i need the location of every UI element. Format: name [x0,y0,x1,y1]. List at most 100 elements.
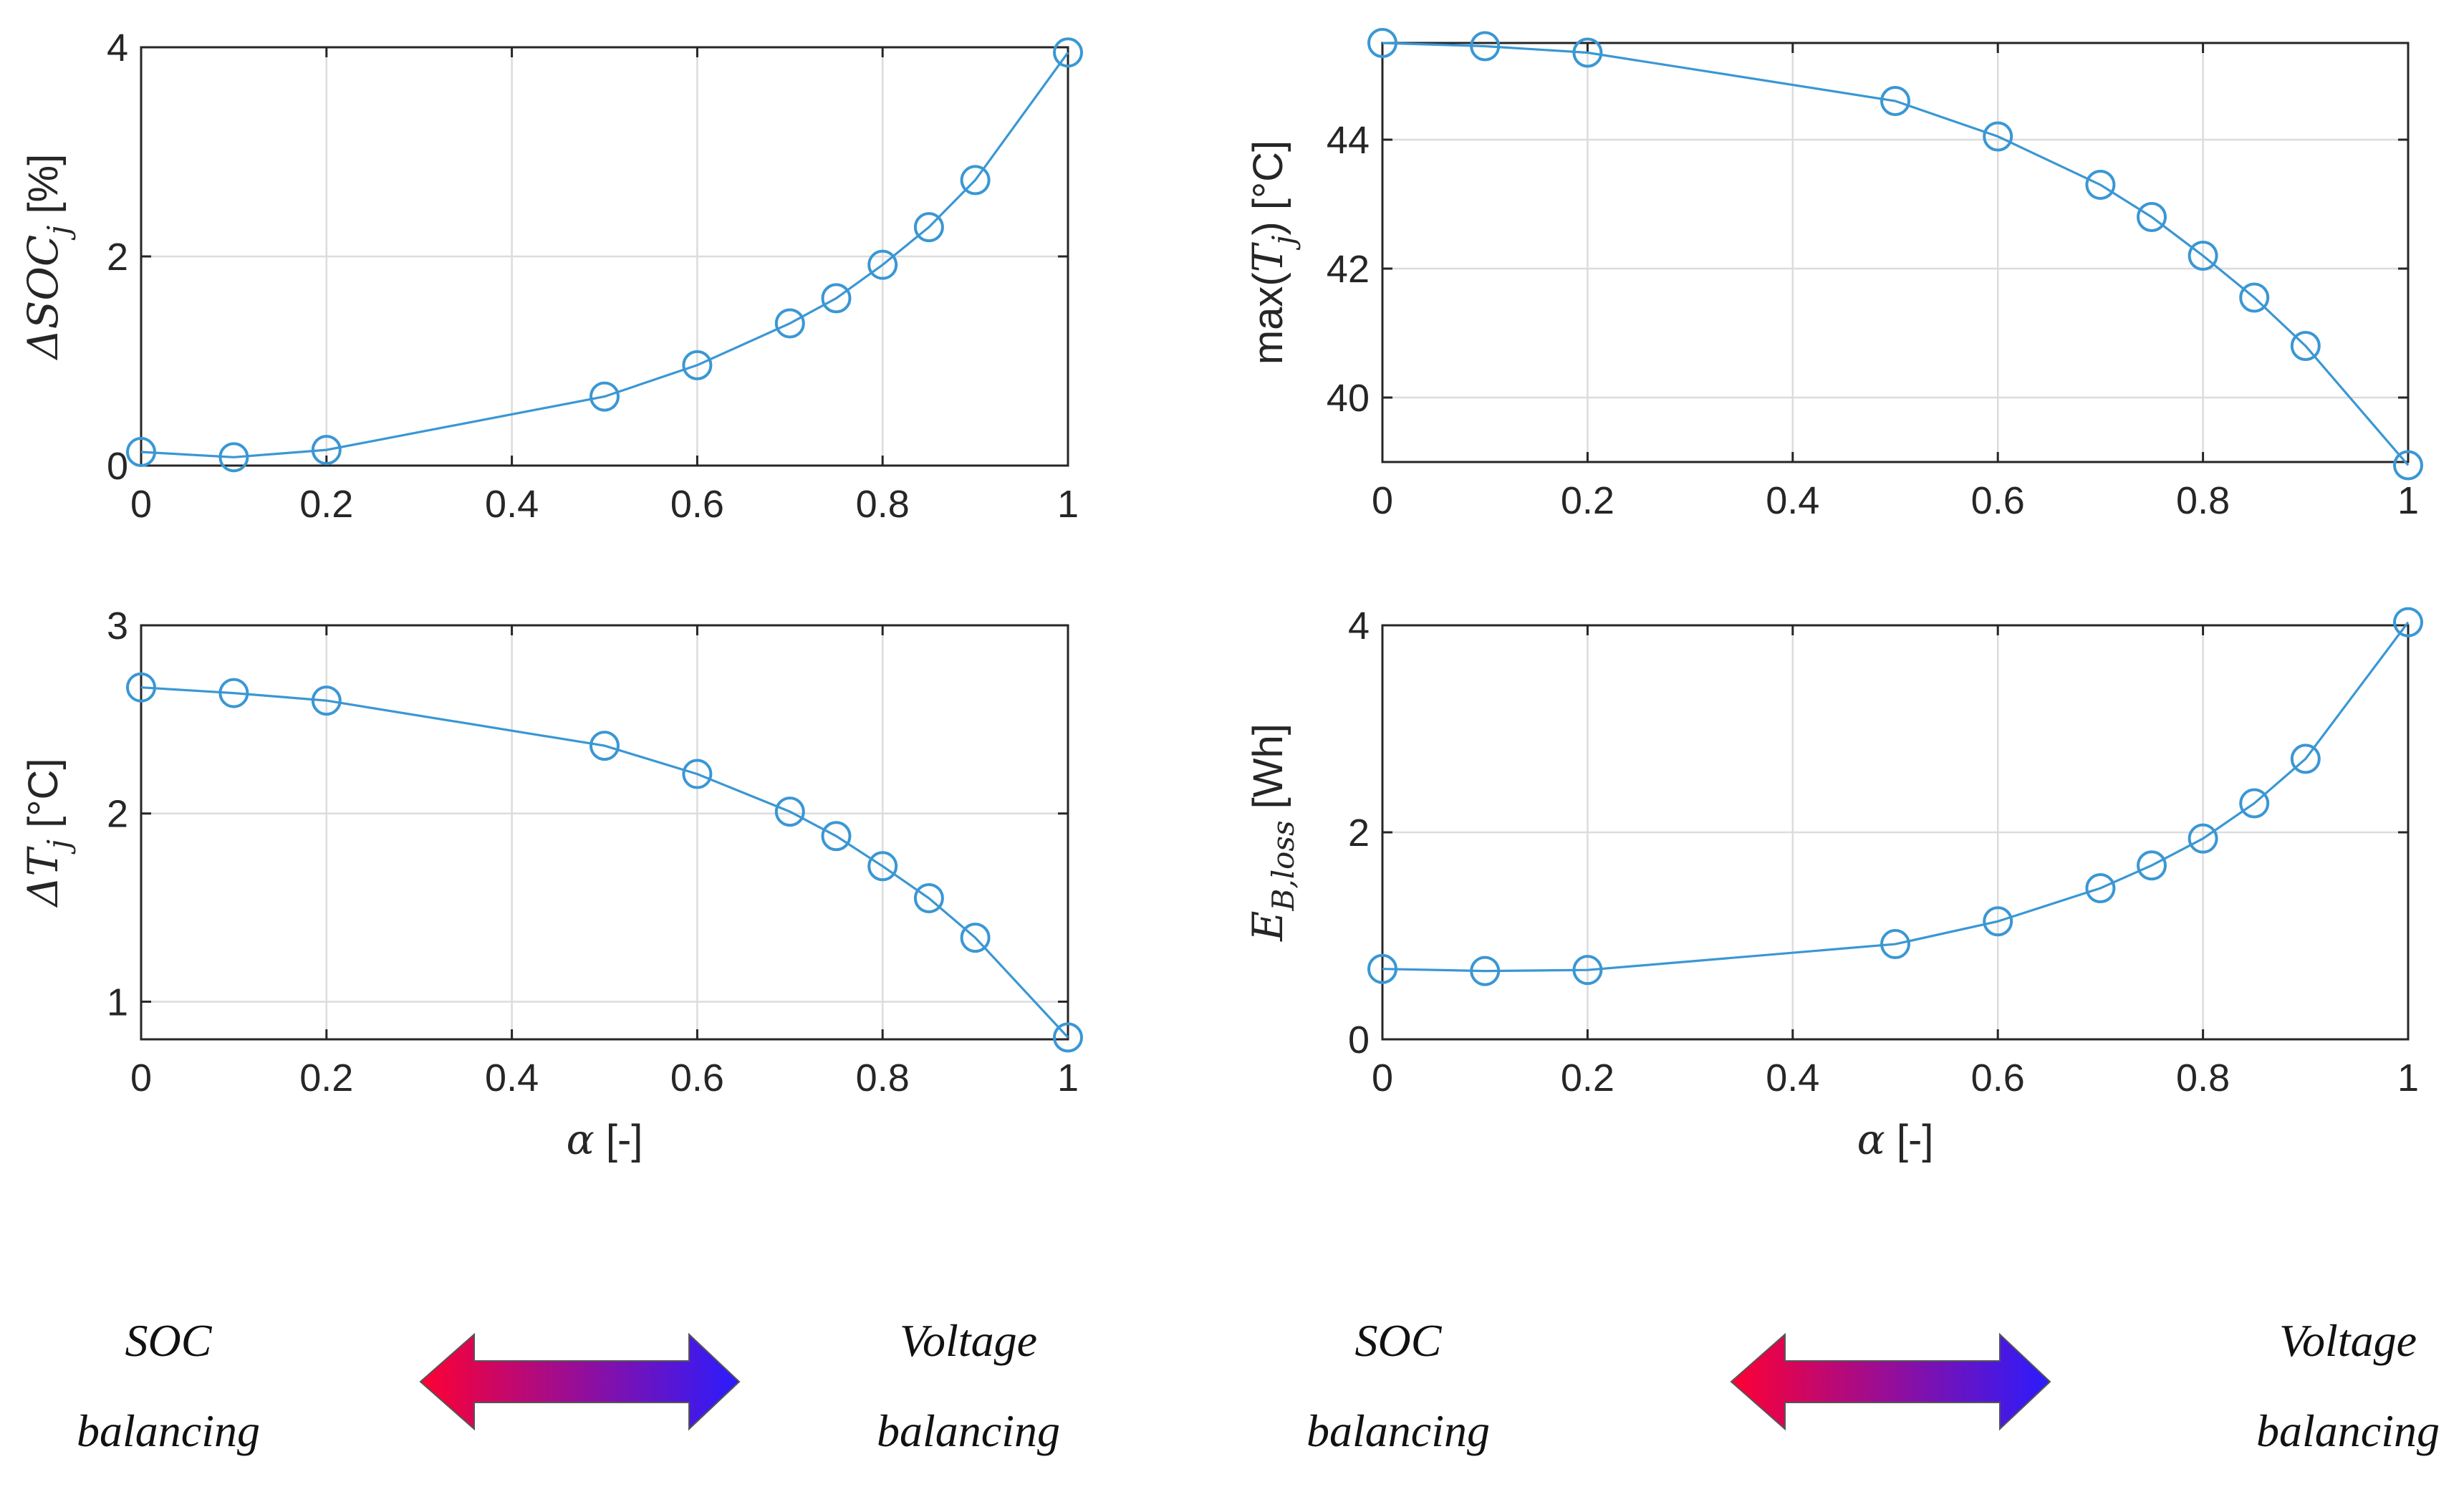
data-point [2085,170,2116,200]
data-point [1053,37,1083,68]
series-line [140,52,1069,458]
caption-voltage-balancing: balancing [877,1405,1060,1456]
plot-frame [140,46,1069,467]
x-tick-label: 0.6 [670,483,724,526]
x-tick-label: 0.6 [1971,479,2025,522]
caption-voltage-title: Voltage [900,1315,1037,1366]
caption-voltage-balancing: balancing [2256,1405,2440,1456]
x-axis-label-unit: [-] [595,1117,643,1163]
data-point [2188,241,2218,271]
data-point [682,350,713,380]
data-point [1367,28,1397,58]
y-tick-label: 2 [107,793,128,836]
caption-voltage-title: Voltage [2279,1315,2417,1366]
y-axis-label: max(Tj) [°C] [1243,140,1301,365]
x-tick-label: 0.8 [2176,479,2230,522]
y-tick-label: 3 [107,605,128,648]
y-axis-label-part: E [1243,911,1292,942]
data-point [2085,873,2116,904]
data-point [2137,202,2167,232]
chart-maxtj: 0 0.2 0.4 0.6 0.8 1 40 42 44 max(Tj) [°C] [1243,28,2423,522]
x-tick-label: 0.2 [299,483,353,526]
data-point [1572,955,1603,986]
x-tick-label: 0.6 [1971,1057,2025,1099]
caption-left-group: SOC balancing Voltage balancing [77,1315,1060,1456]
series-line [1382,42,2410,466]
data-point [126,437,156,468]
chart-dsoc: 0 0.2 0.4 0.6 0.8 1 0 2 4 ΔSOCj [%] [19,27,1083,526]
y-axis-label-part: T [19,846,67,877]
data-point [867,851,898,882]
data-point [311,435,342,466]
y-axis-label-subscript: B,loss [1266,820,1301,911]
double-arrow-icon [419,1332,741,1431]
x-tick-label: 0.8 [856,483,910,526]
data-point [1053,1022,1083,1053]
x-axis-label-unit: [-] [1885,1117,1934,1163]
x-tick-label: 1 [1057,483,1079,526]
x-tick-label: 0.4 [485,483,539,526]
y-axis-label-unit: [°C] [20,758,67,839]
y-tick-label: 2 [1348,812,1370,855]
y-axis-label-part: T [1243,241,1292,272]
data-point [2290,331,2321,361]
data-point [589,731,620,761]
x-tick-label: 0.8 [856,1057,910,1099]
y-axis-label-part: ΔSOC [19,235,67,361]
data-point [913,882,944,913]
x-tick-label: 0.4 [1766,1057,1819,1099]
data-point [960,165,991,196]
data-point [2393,607,2423,637]
data-point [1983,906,2013,937]
x-tick-label: 0 [1372,479,1393,522]
y-axis-label-unit: [Wh] [1245,723,1291,820]
x-tick-label: 0.2 [299,1057,353,1099]
y-axis-label-part: max( [1245,272,1291,365]
x-tick-label: 1 [2397,479,2419,522]
x-axis-label-symbol: α [567,1115,595,1164]
y-axis-label: EB,loss [Wh] [1243,723,1301,942]
caption-soc-title: SOC [1355,1315,1443,1366]
data-point [2239,282,2270,313]
x-tick-label: 0 [130,483,152,526]
y-axis-label: ΔTj [°C] [19,758,76,908]
plot-frame [1381,42,2410,463]
data-point [1880,929,1910,960]
data-point [774,797,805,827]
data-point [2188,823,2218,854]
plot-frame [1381,624,2410,1041]
data-point [2393,450,2423,481]
x-tick-label: 0.4 [485,1057,539,1099]
caption-soc-title: SOC [125,1315,213,1366]
x-tick-label: 0.6 [670,1057,724,1099]
y-tick-label: 0 [1348,1019,1370,1062]
y-tick-label: 40 [1327,377,1370,420]
data-point [1572,37,1603,68]
data-point [126,672,156,703]
data-point [2290,744,2321,774]
x-axis-label-symbol: α [1857,1115,1885,1164]
x-tick-label: 0 [130,1057,152,1099]
y-tick-label: 42 [1327,248,1370,291]
y-axis-label: ΔSOCj [%] [19,154,76,361]
x-tick-label: 0.2 [1561,1057,1614,1099]
y-axis-label-unit: [%] [20,154,67,226]
data-point [867,249,898,280]
caption-right-group: SOC balancing Voltage balancing [1306,1315,2440,1456]
data-point [1470,956,1501,986]
data-point [1880,86,1910,116]
data-point [218,442,249,473]
series-line [1382,621,2410,973]
data-point [821,821,852,852]
caption-soc-balancing: balancing [1306,1405,1490,1456]
data-point [913,212,944,243]
x-tick-label: 0.4 [1766,479,1819,522]
x-axis-label: α [-] [1857,1115,1934,1164]
data-point [1367,953,1397,984]
y-axis-label-part: Δ [19,877,67,908]
data-point [589,381,620,412]
y-tick-label: 0 [107,445,128,488]
chart-ebloss: 0 0.2 0.4 0.6 0.8 1 0 2 4 EB,loss [Wh] α [-] [1243,605,2423,1164]
